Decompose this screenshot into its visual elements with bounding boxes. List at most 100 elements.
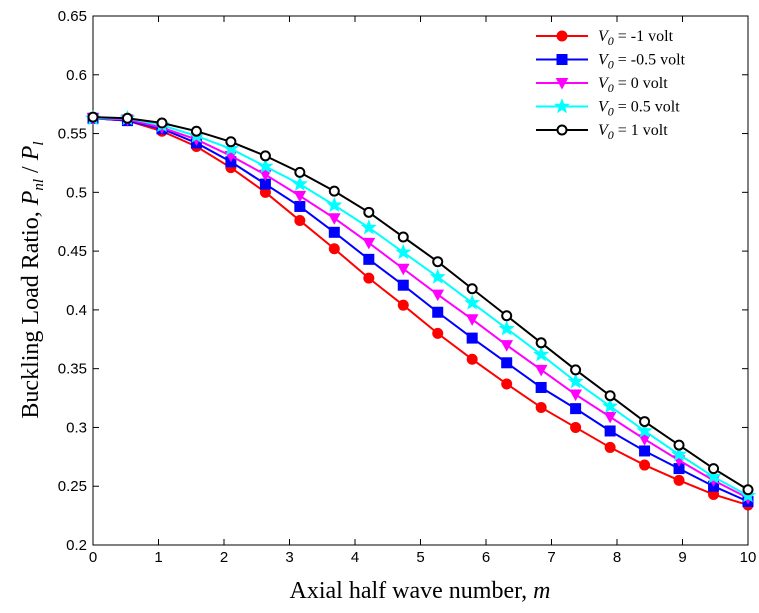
data-point <box>293 190 307 203</box>
data-point <box>363 206 375 218</box>
data-point <box>156 117 168 129</box>
series-5 <box>87 111 754 496</box>
data-point <box>326 196 343 213</box>
data-point <box>705 468 722 484</box>
data-point <box>556 54 568 65</box>
y-tick-label: 0.45 <box>58 243 87 260</box>
x-tick-label: 8 <box>613 549 621 566</box>
data-point <box>397 299 409 311</box>
data-point <box>431 289 445 302</box>
x-tick-label: 0 <box>89 549 97 566</box>
data-point <box>190 125 202 137</box>
y-tick-label: 0.3 <box>66 419 87 436</box>
data-point <box>639 459 651 471</box>
data-point <box>501 310 513 322</box>
data-point <box>432 327 444 339</box>
data-point <box>570 364 582 376</box>
y-tick-label: 0.55 <box>58 126 87 143</box>
data-point <box>395 243 412 260</box>
legend-item: V0 = 1 volt <box>536 122 668 142</box>
data-point <box>259 169 272 182</box>
series-4 <box>85 109 756 503</box>
data-point <box>257 158 274 174</box>
data-point <box>360 219 377 235</box>
data-point <box>556 124 568 136</box>
data-point <box>466 283 478 295</box>
data-point <box>87 111 99 123</box>
data-point <box>466 332 478 344</box>
data-point <box>604 441 616 453</box>
x-tick-label: 6 <box>482 549 490 566</box>
legend-label: V0 = 0.5 volt <box>598 99 680 119</box>
series-line <box>92 117 749 499</box>
data-point <box>294 166 306 178</box>
data-point <box>535 337 547 349</box>
data-point <box>602 397 619 414</box>
y-tick-label: 0.4 <box>66 302 87 319</box>
data-point <box>636 422 653 438</box>
x-tick-label: 2 <box>220 549 228 566</box>
data-point <box>570 421 582 433</box>
x-tick-label: 7 <box>547 549 555 566</box>
x-tick-label: 1 <box>154 549 162 566</box>
series-line <box>92 116 749 491</box>
y-axis-label: Buckling Load Ratio, Pnl / Pl <box>18 141 47 418</box>
legend-item: V0 = -1 volt <box>536 28 674 48</box>
data-point <box>465 314 479 326</box>
data-point <box>673 439 685 451</box>
x-tick-label: 9 <box>678 549 686 566</box>
y-tick-label: 0.35 <box>58 361 87 378</box>
data-point <box>570 403 582 415</box>
data-point <box>466 353 478 365</box>
data-point <box>222 140 239 156</box>
data-point <box>533 346 550 362</box>
x-tick-label: 4 <box>351 549 359 566</box>
data-point <box>708 463 720 475</box>
data-point <box>501 378 513 390</box>
series-line <box>92 117 749 503</box>
legend-label: V0 = 1 volt <box>598 122 668 142</box>
legend-item: V0 = -0.5 volt <box>536 52 686 72</box>
y-tick-label: 0.25 <box>58 478 87 495</box>
data-point <box>259 150 271 162</box>
data-point <box>397 279 409 291</box>
data-point <box>429 268 446 284</box>
y-axis-ticks: 0.2 0.25 0.3 0.35 0.4 0.45 0.5 0.55 0.6 0.65 <box>58 8 748 554</box>
data-point <box>498 320 515 336</box>
data-point <box>604 425 616 437</box>
data-point <box>569 389 582 402</box>
data-point <box>534 364 548 377</box>
data-point <box>397 231 409 243</box>
data-point <box>464 294 481 310</box>
data-point <box>362 237 376 250</box>
data-point <box>327 213 341 225</box>
series-group <box>85 109 756 511</box>
y-tick-label: 0.65 <box>58 8 87 25</box>
legend-item: V0 = 0.5 volt <box>536 98 680 119</box>
x-axis-ticks: 0 1 2 3 4 5 6 7 8 9 10 <box>89 16 757 566</box>
data-point <box>673 474 685 486</box>
y-tick-label: 0.5 <box>66 184 87 201</box>
data-point <box>639 416 651 428</box>
data-point <box>328 243 340 255</box>
x-axis-label: Axial half wave number, m <box>290 578 551 604</box>
data-point <box>328 185 340 197</box>
data-point <box>121 112 133 124</box>
data-point <box>328 226 340 238</box>
data-point <box>603 411 617 424</box>
data-point <box>294 200 306 212</box>
x-tick-label: 10 <box>740 549 757 566</box>
data-point <box>363 253 375 265</box>
data-point <box>396 263 410 276</box>
legend-label: V0 = -1 volt <box>598 28 674 48</box>
data-point <box>567 373 584 389</box>
data-point <box>639 445 651 457</box>
series-line <box>92 117 749 506</box>
data-point <box>671 446 688 462</box>
x-tick-label: 3 <box>285 549 293 566</box>
legend-item: V0 = 0 volt <box>536 75 668 95</box>
data-point <box>500 340 514 352</box>
data-point <box>535 401 547 413</box>
data-point <box>554 98 570 114</box>
